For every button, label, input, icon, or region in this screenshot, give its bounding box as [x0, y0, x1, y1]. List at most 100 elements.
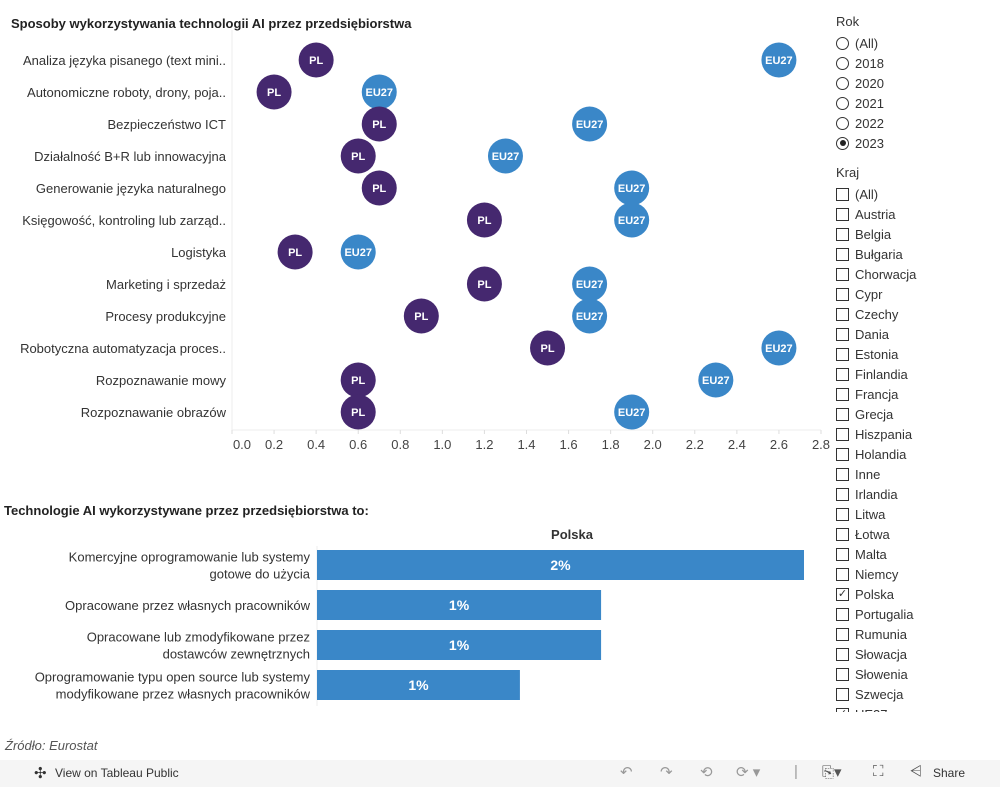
checkbox[interactable]	[836, 467, 849, 481]
checkbox[interactable]	[836, 667, 849, 681]
country-option[interactable]: Belgia	[836, 224, 1000, 244]
country-option[interactable]: Dania	[836, 324, 1000, 344]
year-option[interactable]: 2020	[836, 73, 1000, 93]
dot-pl[interactable]: PL	[466, 266, 502, 302]
country-option[interactable]: Grecja	[836, 404, 1000, 424]
checkbox[interactable]	[836, 627, 849, 641]
country-option[interactable]: ✓ UE27	[836, 704, 1000, 712]
country-option[interactable]: Inne	[836, 464, 1000, 484]
dot-pl[interactable]: PL	[340, 394, 376, 430]
checkbox[interactable]	[836, 547, 849, 561]
dot-eu27[interactable]: EU27	[761, 42, 797, 78]
dot-eu27[interactable]: EU27	[572, 106, 608, 142]
dot-pl[interactable]: PL	[277, 234, 313, 270]
country-option[interactable]: Chorwacja	[836, 264, 1000, 284]
country-option[interactable]: Słowenia	[836, 664, 1000, 684]
radio-button[interactable]	[836, 36, 849, 50]
country-option[interactable]: Malta	[836, 544, 1000, 564]
checkbox[interactable]	[836, 207, 849, 221]
checkbox[interactable]	[836, 407, 849, 421]
checkbox[interactable]	[836, 327, 849, 341]
country-option[interactable]: Szwecja	[836, 684, 1000, 704]
checkbox[interactable]	[836, 567, 849, 581]
checkbox[interactable]	[836, 267, 849, 281]
country-option[interactable]: Bułgaria	[836, 244, 1000, 264]
checkbox[interactable]	[836, 687, 849, 701]
checkbox[interactable]	[836, 187, 849, 201]
bar[interactable]	[317, 550, 804, 580]
country-option[interactable]: Rumunia	[836, 624, 1000, 644]
bar[interactable]	[317, 590, 602, 620]
year-option[interactable]: 2022	[836, 113, 1000, 133]
country-option[interactable]: Słowacja	[836, 644, 1000, 664]
country-option[interactable]: Finlandia	[836, 364, 1000, 384]
country-option[interactable]: Austria	[836, 204, 1000, 224]
country-option[interactable]: (All)	[836, 184, 1000, 204]
dot-pl[interactable]: PL	[298, 42, 334, 78]
bar[interactable]	[317, 670, 520, 700]
year-option[interactable]: (All)	[836, 33, 1000, 53]
fullscreen-icon[interactable]: ⛶	[873, 763, 884, 780]
year-option[interactable]: 2018	[836, 53, 1000, 73]
dot-pl[interactable]: PL	[403, 298, 439, 334]
download-icon[interactable]: ⎘▾	[822, 764, 842, 781]
country-option[interactable]: Cypr	[836, 284, 1000, 304]
dot-pl[interactable]: PL	[530, 330, 566, 366]
country-option[interactable]: Hiszpania	[836, 424, 1000, 444]
refresh-icon[interactable]: ⟳ ▾	[736, 764, 761, 781]
checkbox[interactable]	[836, 387, 849, 401]
country-option[interactable]: Czechy	[836, 304, 1000, 324]
checkbox[interactable]	[836, 527, 849, 541]
checkbox[interactable]	[836, 247, 849, 261]
checkbox[interactable]	[836, 647, 849, 661]
dot-eu27[interactable]: EU27	[614, 394, 650, 430]
checkbox[interactable]	[836, 447, 849, 461]
country-option[interactable]: Łotwa	[836, 524, 1000, 544]
dot-eu27[interactable]: EU27	[340, 234, 376, 270]
radio-button[interactable]	[836, 136, 849, 150]
country-option[interactable]: Niemcy	[836, 564, 1000, 584]
radio-button[interactable]	[836, 96, 849, 110]
checkbox[interactable]	[836, 287, 849, 301]
checkbox[interactable]	[836, 227, 849, 241]
radio-button[interactable]	[836, 116, 849, 130]
undo-icon[interactable]: ↶	[620, 764, 633, 781]
share-button[interactable]: Share	[933, 766, 966, 780]
country-option[interactable]: Litwa	[836, 504, 1000, 524]
bar[interactable]	[317, 630, 602, 660]
checkbox[interactable]	[836, 607, 849, 621]
dot-eu27[interactable]: EU27	[572, 266, 608, 302]
year-option[interactable]: 2021	[836, 93, 1000, 113]
checkbox[interactable]: ✓	[836, 707, 849, 712]
dot-eu27[interactable]: EU27	[614, 170, 650, 206]
checkbox[interactable]	[836, 487, 849, 501]
country-option[interactable]: Irlandia	[836, 484, 1000, 504]
dot-eu27[interactable]: EU27	[614, 202, 650, 238]
country-option[interactable]: ✓ Polska	[836, 584, 1000, 604]
dot-pl[interactable]: PL	[361, 170, 397, 206]
country-option[interactable]: Portugalia	[836, 604, 1000, 624]
dot-pl[interactable]: PL	[361, 106, 397, 142]
dot-eu27[interactable]: EU27	[761, 330, 797, 366]
dot-eu27[interactable]: EU27	[487, 138, 523, 174]
checkbox[interactable]: ✓	[836, 587, 849, 601]
view-on-tableau-link[interactable]: View on Tableau Public	[55, 766, 179, 780]
checkbox[interactable]	[836, 427, 849, 441]
dot-eu27[interactable]: EU27	[572, 298, 608, 334]
country-option[interactable]: Francja	[836, 384, 1000, 404]
checkbox[interactable]	[836, 507, 849, 521]
dot-pl[interactable]: PL	[256, 74, 292, 110]
dot-pl[interactable]: PL	[466, 202, 502, 238]
share-icon[interactable]: ⩤	[910, 763, 923, 780]
checkbox[interactable]	[836, 347, 849, 361]
checkbox[interactable]	[836, 307, 849, 321]
checkbox[interactable]	[836, 367, 849, 381]
country-option[interactable]: Estonia	[836, 344, 1000, 364]
radio-button[interactable]	[836, 56, 849, 70]
dot-pl[interactable]: PL	[340, 362, 376, 398]
country-option[interactable]: Holandia	[836, 444, 1000, 464]
year-option[interactable]: 2023	[836, 133, 1000, 153]
redo-icon[interactable]: ↷	[660, 764, 673, 781]
radio-button[interactable]	[836, 76, 849, 90]
dot-eu27[interactable]: EU27	[698, 362, 734, 398]
